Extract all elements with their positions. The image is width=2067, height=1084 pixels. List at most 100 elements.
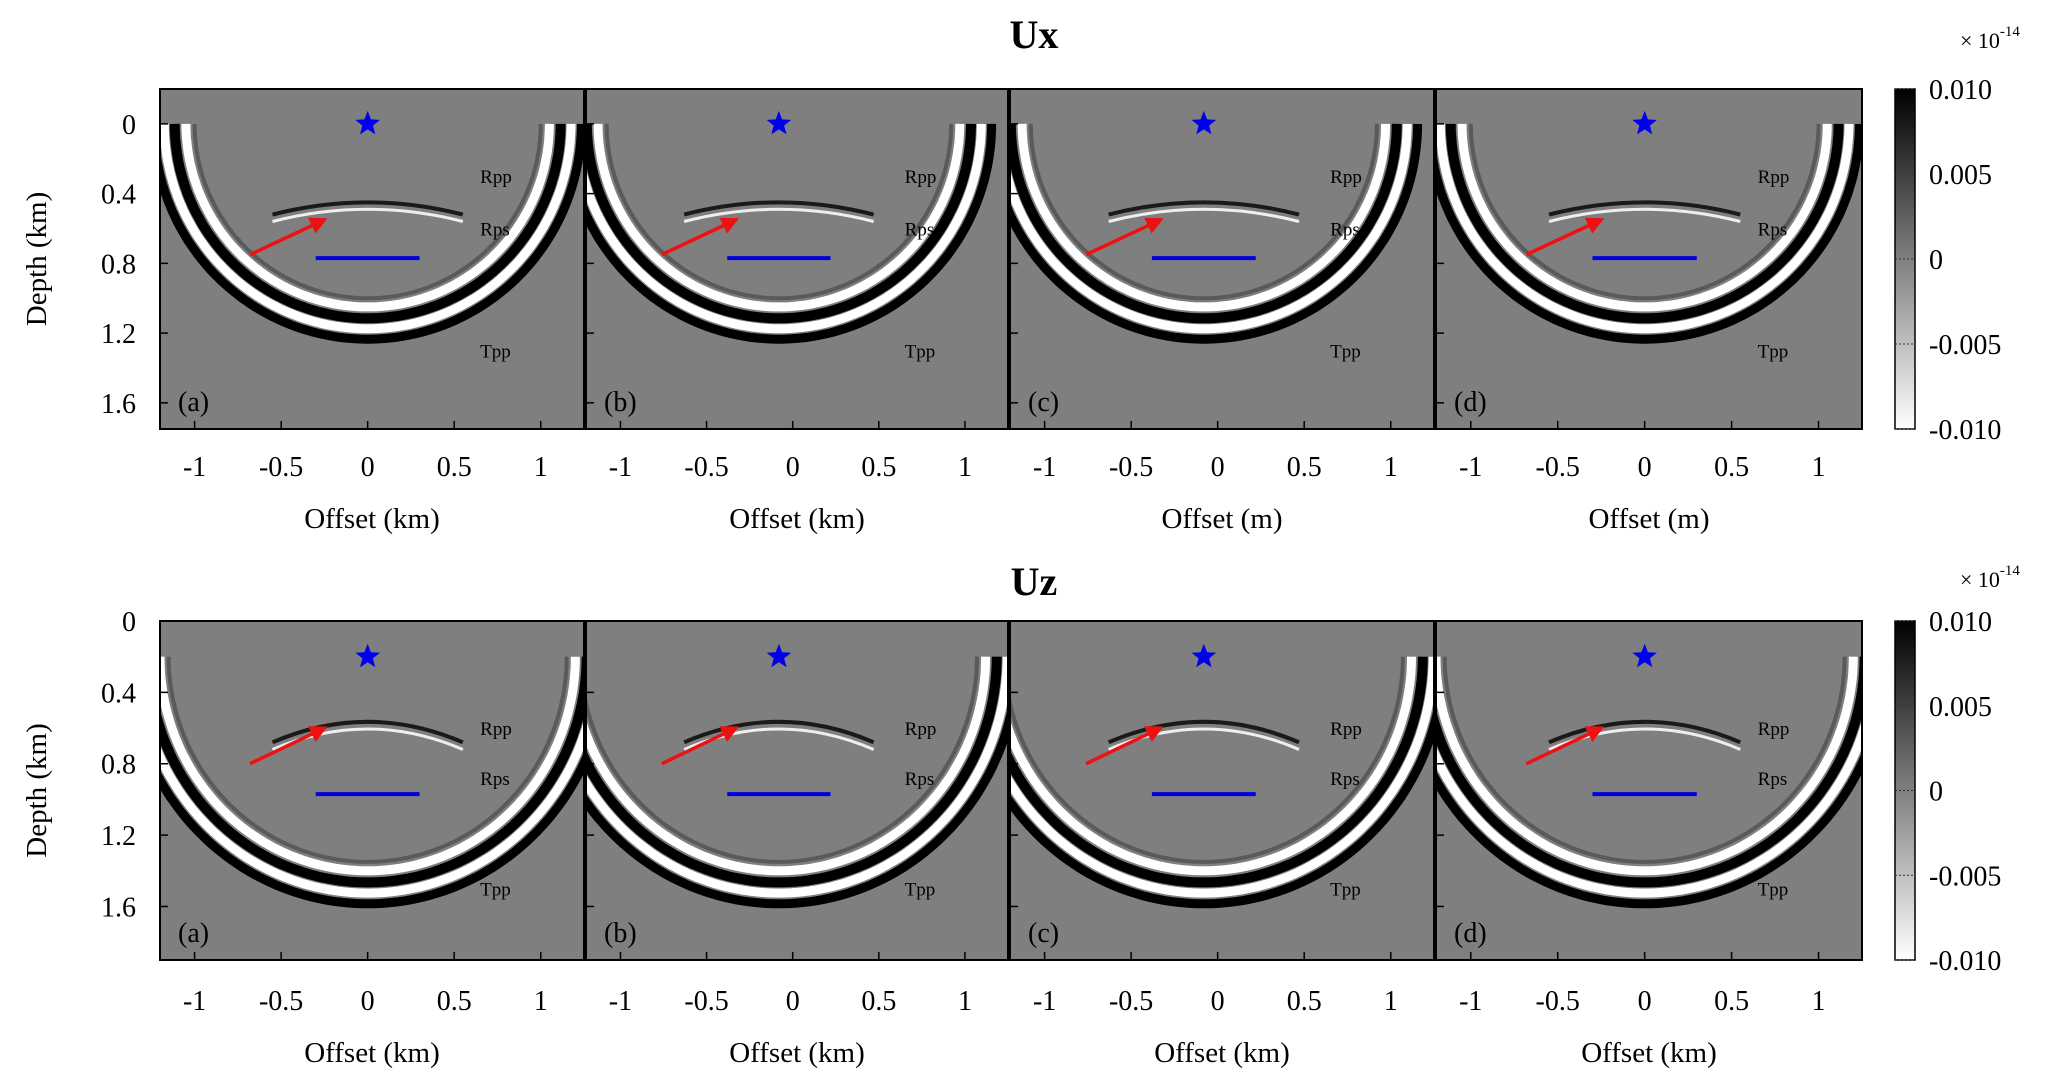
wavefront-group [160,656,584,909]
x-tick-label: 0.5 [1714,986,1749,1017]
colorbar-multiplier: × 10-14 [1960,563,2020,592]
colorbar: 0.010 0.005 0 -0.005 -0.010 [1894,75,2001,446]
direct-wavefront [160,656,584,888]
source-star-icon [766,643,792,668]
direct-wavefront [166,656,569,864]
panel-d: Rpp Rps Tpp (d) -1 -0.5 0 0.5 1 Offset (km) [1435,620,1863,1069]
multiplier-base: × 10 [1960,567,2000,592]
annotation-tpp: Tpp [1330,342,1361,363]
colorbar-tick-label: 0 [1929,245,1943,276]
colorbar-tick-label: -0.010 [1929,415,2001,446]
direct-wavefront [586,123,986,334]
panel-c: Rpp Rps Tpp (c) -1 -0.5 0 0.5 1 Offset (m) [1009,88,1435,535]
source-star-icon [1191,643,1217,668]
annotation-rps: Rps [1330,219,1360,240]
annotation-rpp: Rpp [905,719,937,740]
x-tick-label: 1 [958,452,972,483]
direct-wavefront [586,706,1008,909]
panel-label: (c) [1028,918,1059,949]
direct-wavefront [1010,656,1434,898]
x-tick-label: -0.5 [1109,986,1153,1017]
x-tick-label: 1 [1812,986,1826,1017]
colorbar-tick-label: -0.005 [1929,861,2001,892]
annotation-rpp: Rpp [905,167,937,188]
y-tick-label: 0 [122,110,136,141]
direct-wavefront [1010,656,1428,888]
direct-wavefront [1436,656,1858,876]
reflected-event-rpp [1107,719,1300,745]
direct-wavefront [586,656,1002,888]
direct-wavefront [192,123,543,301]
x-tick-label: -1 [609,452,632,483]
arrow-icon [1525,217,1605,257]
direct-wavefront [1010,706,1434,909]
x-axis-label: Offset (km) [304,1037,440,1069]
panel-border [159,88,585,430]
x-axis-label: Offset (m) [1588,503,1709,535]
arrow-icon [1085,217,1164,257]
annotation-rps: Rps [1758,769,1788,790]
reflected-event-rpp-lobe [272,207,464,223]
panel-label: (d) [1454,387,1487,418]
colorbar-tick-label: 0 [1929,777,1943,808]
source-star-icon [1191,110,1217,135]
annotation-rps: Rps [905,769,935,790]
annotation-tpp: Tpp [1758,880,1789,901]
colorbar-tick-label: 0.005 [1929,160,1992,191]
y-tick-label: 0.4 [101,180,136,211]
reflected-event-rpp [271,200,464,217]
colorbar-multiplier: × 10-14 [1960,24,2020,53]
colorbar-tick-label: 0.005 [1929,692,1992,723]
x-tick-label: 0 [786,452,800,483]
x-tick-label: -0.5 [684,452,728,483]
y-tick-label: 0.8 [101,750,136,781]
direct-wavefront [586,123,997,344]
panel-label: (c) [1028,387,1059,418]
source-star-icon [766,110,792,135]
x-tick-label: 0 [361,986,375,1017]
panel-a: Rpp Rps Tpp (a) -1 -0.5 0 0.5 1 Offset (km) [159,88,585,535]
direct-wavefront [181,123,554,312]
x-tick-label: 1 [1812,452,1826,483]
x-axis-label: Offset (km) [1581,1037,1717,1069]
source-star-icon [1632,110,1657,135]
panel-label: (a) [178,387,209,418]
panel-border [1435,88,1863,430]
multiplier-exponent: -14 [2000,24,2020,40]
wavefront-group [1010,123,1423,344]
x-tick-label: 1 [534,986,548,1017]
colorbar-tick-label: 0.010 [1929,75,1992,106]
direct-wavefront [586,656,991,876]
panel-label: (b) [604,918,637,949]
arrow-icon [249,217,328,257]
wavefront-group [1436,123,1862,344]
annotation-rps: Rps [1330,769,1360,790]
annotation-rpp: Rpp [1330,167,1362,188]
direct-wavefront [169,123,566,324]
x-tick-label: 0 [1211,986,1225,1017]
x-tick-label: 0.5 [437,452,472,483]
direct-wavefront [1028,123,1379,301]
reflected-event-rpp-lobe [1108,207,1300,223]
direct-wavefront [1442,656,1847,864]
wavefront-group [586,123,997,344]
block-uz: Uz Depth (km) 0 0.4 0.8 1.2 1.6 Rpp Rps Tpp (a) -1 -… [21,559,2020,1069]
x-tick-label: -1 [1459,452,1482,483]
reflected-event-rpp-lobe [683,207,875,223]
annotation-rps: Rps [1758,219,1788,240]
direct-wavefront [1436,123,1862,344]
x-tick-label: -1 [1459,986,1482,1017]
annotation-rpp: Rpp [1758,719,1790,740]
reflected-event-rpp-lobe [1548,207,1741,223]
annotation-tpp: Tpp [905,342,936,363]
direct-wavefront [1457,123,1832,312]
panel-label: (a) [178,918,209,949]
direct-wavefront [586,123,976,324]
x-tick-label: 0.5 [1714,452,1749,483]
panel-border [159,620,585,961]
arrow-icon [1085,726,1164,766]
panel-c: Rpp Rps Tpp (c) -1 -0.5 0 0.5 1 Offset (km) [1009,620,1435,1069]
x-tick-label: 0.5 [1287,986,1322,1017]
x-tick-label: 1 [958,986,972,1017]
